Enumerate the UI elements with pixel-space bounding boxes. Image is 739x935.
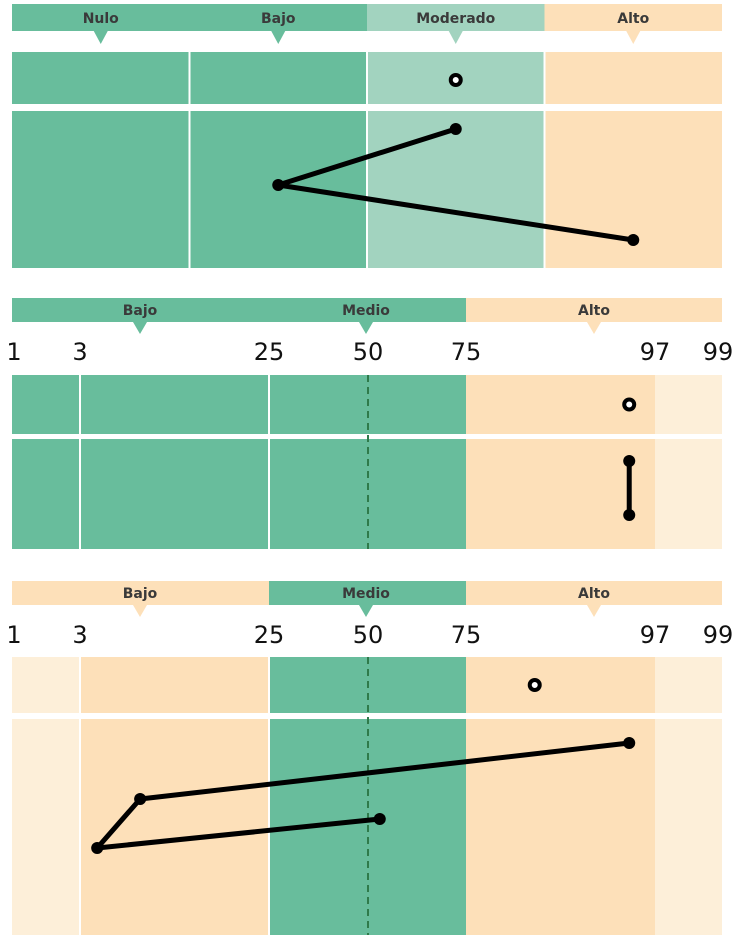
series-point — [91, 842, 104, 854]
band-header — [544, 4, 722, 31]
series-point — [623, 455, 636, 467]
single-point — [527, 678, 542, 692]
single-point — [448, 73, 463, 87]
band-label: Alto — [617, 11, 649, 27]
band-body — [544, 52, 722, 104]
band-label: Alto — [578, 303, 610, 319]
band-body — [655, 439, 722, 549]
series-point — [623, 509, 636, 521]
band-label: Moderado — [416, 11, 495, 27]
tick-label: 3 — [72, 621, 87, 649]
band-body — [466, 719, 655, 935]
series-point — [623, 737, 636, 749]
band-marker — [587, 605, 601, 617]
band-marker — [359, 605, 373, 617]
band-header — [367, 4, 545, 31]
tick-label: 50 — [353, 338, 384, 366]
series-point — [134, 793, 147, 805]
band-marker — [448, 31, 463, 44]
tick-label: 25 — [254, 621, 285, 649]
tick-label: 75 — [451, 621, 482, 649]
band-body — [12, 111, 190, 268]
band-marker — [271, 31, 286, 44]
band-label: Nulo — [83, 11, 119, 27]
band-header — [269, 581, 466, 605]
band-label: Medio — [342, 586, 390, 602]
band-body — [655, 657, 722, 713]
band-label: Bajo — [261, 11, 296, 27]
band-body — [367, 111, 545, 268]
band-body — [80, 719, 269, 935]
chart-3: Bajo Medio Alto 1 3 25 50 75 97 99 — [6, 581, 733, 935]
tick-label: 99 — [703, 338, 734, 366]
tick-label: 99 — [703, 621, 734, 649]
single-point — [622, 397, 637, 412]
band-body — [12, 657, 80, 713]
tick-label: 1 — [6, 338, 21, 366]
chart-1: Nulo Bajo Moderado Alto — [12, 4, 722, 268]
band-marker — [587, 322, 601, 334]
tick-label: 97 — [640, 338, 671, 366]
band-body — [80, 375, 269, 434]
band-header — [12, 4, 190, 31]
band-header — [189, 4, 367, 31]
band-header — [12, 298, 269, 322]
band-body — [466, 657, 655, 713]
band-marker — [626, 31, 641, 44]
band-body — [12, 52, 190, 104]
band-body — [12, 719, 80, 935]
band-marker — [133, 605, 147, 617]
band-header — [466, 581, 722, 605]
tick-label: 50 — [353, 621, 384, 649]
band-body — [269, 439, 466, 549]
band-body — [12, 439, 80, 549]
band-marker — [133, 322, 147, 334]
tick-label: 97 — [640, 621, 671, 649]
band-body — [655, 375, 722, 434]
band-body — [12, 375, 80, 434]
band-header — [269, 298, 466, 322]
series-line — [94, 740, 630, 851]
band-header — [466, 298, 722, 322]
tick-label: 1 — [6, 621, 21, 649]
series-point — [627, 234, 640, 246]
series-point — [373, 813, 386, 825]
band-body — [189, 52, 367, 104]
series-point — [449, 123, 462, 135]
tick-label: 25 — [254, 338, 285, 366]
chart-2: Bajo Medio Alto 1 3 25 50 75 97 99 — [6, 298, 733, 549]
band-label: Alto — [578, 586, 610, 602]
band-label: Bajo — [123, 586, 158, 602]
band-marker — [359, 322, 373, 334]
band-label: Medio — [342, 303, 390, 319]
band-body — [80, 657, 269, 713]
series-point — [272, 179, 285, 191]
tick-label: 75 — [451, 338, 482, 366]
band-body — [466, 439, 655, 549]
band-label: Bajo — [123, 303, 158, 319]
band-header — [12, 581, 269, 605]
tick-label: 3 — [72, 338, 87, 366]
band-marker — [93, 31, 108, 44]
band-body — [80, 439, 269, 549]
band-body — [655, 719, 722, 935]
